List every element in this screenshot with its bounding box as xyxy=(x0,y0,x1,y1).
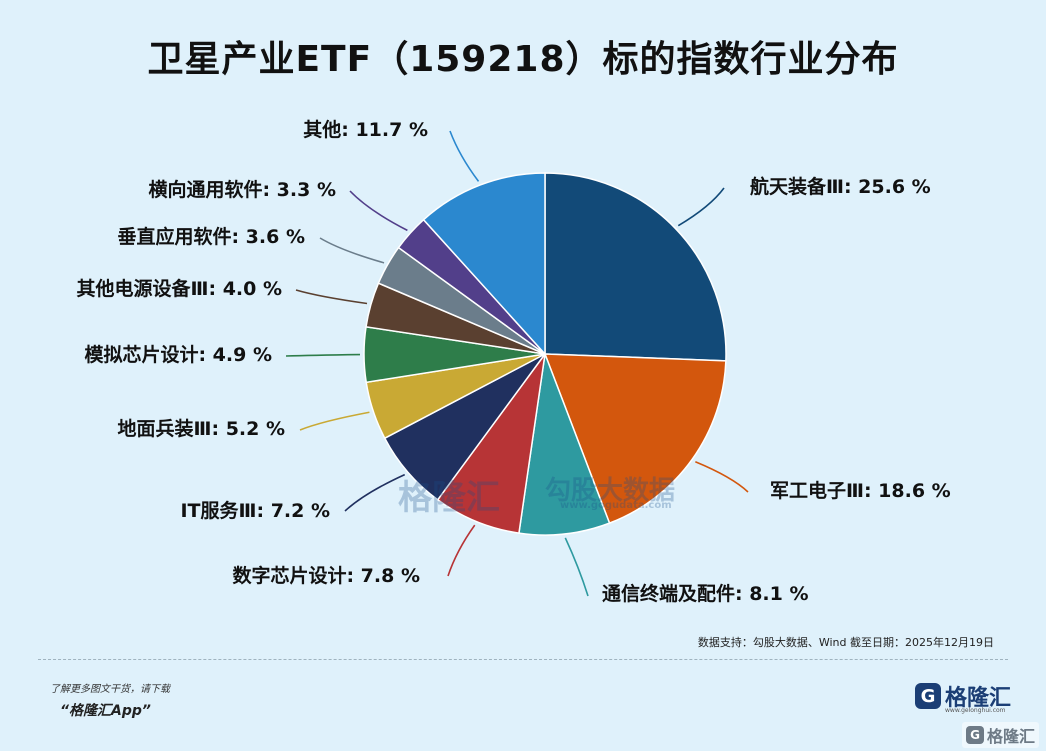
pie-slice xyxy=(543,353,727,525)
chart-title: 卫星产业ETF（159218）标的指数行业分布 xyxy=(147,39,899,80)
leader-line xyxy=(344,473,406,512)
slice-label: 其他: 11.7 % xyxy=(303,118,428,141)
slice-label: 垂直应用软件: 3.6 % xyxy=(117,225,305,248)
corner-brand: 格隆汇 xyxy=(987,727,1036,746)
leader-line xyxy=(449,130,480,182)
data-source: 数据支持：勾股大数据、Wind 截至日期：2025年12月19日 xyxy=(697,636,994,649)
leader-line xyxy=(695,461,749,493)
leader-line xyxy=(564,537,589,597)
pie-slice xyxy=(544,172,727,362)
watermark-gogudata: 勾股大数据 xyxy=(545,476,676,506)
corner-logo-icon: G xyxy=(966,726,984,744)
slice-label: 军工电子Ⅲ: 18.6 % xyxy=(770,479,951,502)
slice-label: 地面兵装Ⅲ: 5.2 % xyxy=(118,417,285,440)
leader-line xyxy=(295,289,368,305)
leader-line xyxy=(285,353,361,357)
watermark-site: www.gogudata.com xyxy=(560,500,672,511)
brand-logo: G 格隆汇 xyxy=(915,680,1011,712)
gelonghui-logo-icon: G xyxy=(915,683,941,709)
slice-label: IT服务Ⅲ: 7.2 % xyxy=(180,499,330,522)
footer-app-name: “格隆汇App” xyxy=(60,703,151,719)
leader-line xyxy=(319,237,385,264)
slice-label: 横向通用软件: 3.3 % xyxy=(148,178,336,201)
slice-label: 数字芯片设计: 7.8 % xyxy=(232,564,420,587)
leader-line xyxy=(349,190,408,232)
leader-line xyxy=(299,411,370,431)
corner-watermark: G 格隆汇 xyxy=(962,722,1040,748)
pie-slice xyxy=(518,351,611,536)
slice-label: 模拟芯片设计: 4.9 % xyxy=(84,343,272,366)
pie-chart: 航天装备Ⅲ: 25.6 % 军工电子Ⅲ: 18.6 % 通信终端及配件: 8.1 %… xyxy=(77,118,951,605)
brand-name: 格隆汇 xyxy=(945,686,1012,711)
leader-line xyxy=(447,524,476,577)
footer-promo: 了解更多图文干货，请下载 xyxy=(50,684,170,695)
slice-label: 其他电源设备Ⅲ: 4.0 % xyxy=(77,277,282,300)
slice-label: 航天装备Ⅲ: 25.6 % xyxy=(750,175,931,198)
watermark-gelonghui: 格隆汇 xyxy=(398,478,500,518)
divider xyxy=(38,659,1008,660)
brand-site: www.gelonghui.com xyxy=(945,707,1006,714)
leader-line xyxy=(677,187,725,227)
slice-label: 通信终端及配件: 8.1 % xyxy=(602,582,809,605)
pie-slice xyxy=(422,172,546,356)
